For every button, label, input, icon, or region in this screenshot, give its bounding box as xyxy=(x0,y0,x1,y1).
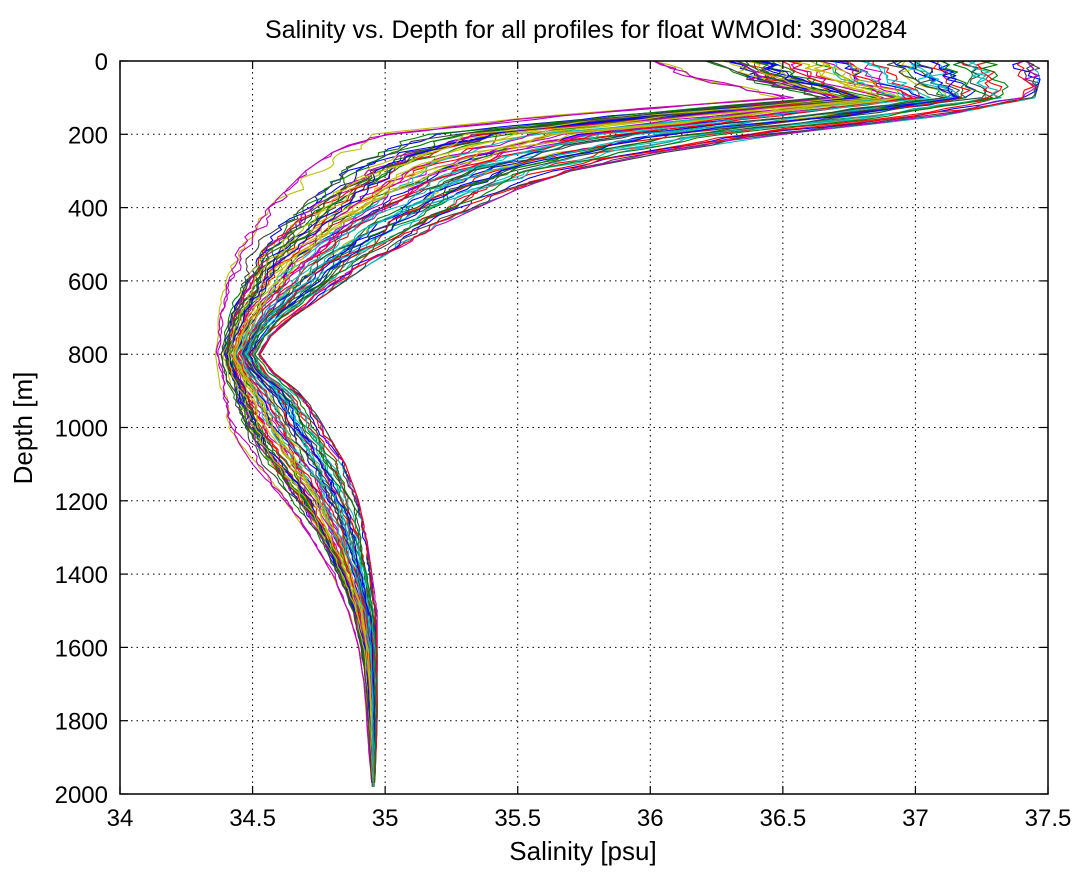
y-tick-label: 1400 xyxy=(55,562,108,589)
salinity-profile-line xyxy=(239,61,901,780)
salinity-profile-line xyxy=(227,61,855,784)
x-axis-tick-labels: 34 34.5 35 35.5 36 36.5 37 37.5 xyxy=(107,805,1072,832)
salinity-profile-line xyxy=(259,61,1035,784)
salinity-profile-line xyxy=(248,61,960,780)
x-tick-label: 37.5 xyxy=(1025,805,1072,832)
x-tick-label: 35 xyxy=(372,805,399,832)
y-tick-label: 1000 xyxy=(55,416,108,443)
x-axis-label: Salinity [psu] xyxy=(509,836,656,866)
salinity-profile-line xyxy=(243,61,945,780)
salinity-profile-line xyxy=(240,61,932,787)
tick-marks xyxy=(119,60,1049,795)
salinity-profile-line xyxy=(234,61,906,780)
x-tick-label: 34 xyxy=(107,805,134,832)
salinity-profile-line xyxy=(248,61,971,780)
salinity-profile-line xyxy=(241,61,955,780)
salinity-profile-line xyxy=(229,61,862,784)
chart-title: Salinity vs. Depth for all profiles for … xyxy=(265,16,907,44)
salinity-profile-line xyxy=(226,61,861,784)
y-axis-tick-labels: 0 200 400 600 800 1000 1200 1400 1600 1800 2000 xyxy=(55,49,108,809)
profile-lines xyxy=(214,61,1041,787)
y-axis-label: Depth [m] xyxy=(8,372,38,485)
salinity-profile-line xyxy=(232,61,882,784)
salinity-profile-line xyxy=(243,61,947,784)
y-tick-label: 0 xyxy=(95,49,108,76)
salinity-profile-line xyxy=(252,61,987,787)
salinity-profile-line xyxy=(242,61,957,784)
y-tick-label: 2000 xyxy=(55,782,108,809)
salinity-profile-line xyxy=(246,61,977,783)
y-tick-label: 200 xyxy=(68,122,108,149)
salinity-profile-line xyxy=(241,61,954,780)
salinity-profile-line xyxy=(244,61,954,780)
salinity-profile-line xyxy=(231,61,877,780)
salinity-profile-line xyxy=(223,61,835,780)
salinity-profile-line xyxy=(233,61,862,787)
salinity-profile-line xyxy=(217,61,794,780)
y-tick-label: 800 xyxy=(68,342,108,369)
x-tick-label: 37 xyxy=(902,805,929,832)
x-tick-label: 34.5 xyxy=(229,805,276,832)
x-tick-label: 36 xyxy=(637,805,664,832)
y-tick-label: 400 xyxy=(68,196,108,223)
salinity-profile-line xyxy=(235,61,925,787)
salinity-profile-line xyxy=(220,61,827,787)
y-tick-label: 1800 xyxy=(55,709,108,736)
salinity-profile-line xyxy=(253,61,1009,784)
x-tick-label: 36.5 xyxy=(759,805,806,832)
y-tick-label: 600 xyxy=(68,269,108,296)
salinity-profile-line xyxy=(224,61,831,780)
y-tick-label: 1200 xyxy=(55,489,108,516)
salinity-profile-line xyxy=(234,61,906,780)
salinity-profile-line xyxy=(226,61,848,780)
y-tick-label: 1600 xyxy=(55,635,108,662)
x-tick-label: 35.5 xyxy=(494,805,541,832)
salinity-profile-line xyxy=(227,61,845,787)
